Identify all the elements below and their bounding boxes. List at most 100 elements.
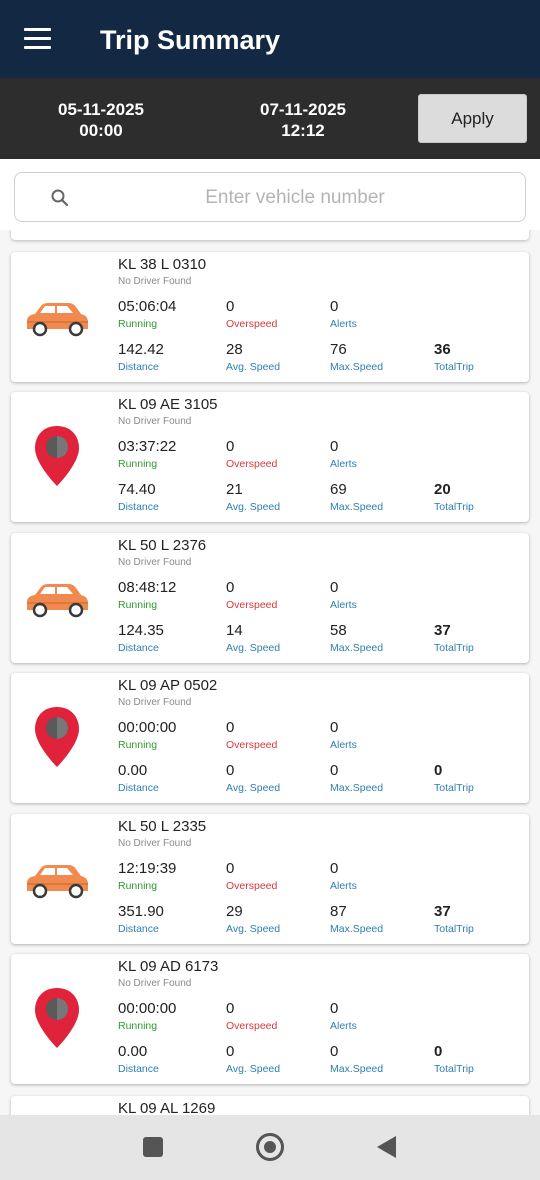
circle-home-icon[interactable] (256, 1133, 284, 1161)
total-trip-label: TotalTrip (434, 501, 474, 513)
total-trip-value: 20 (434, 481, 451, 498)
stat-max-speed: 0 Max.Speed (330, 762, 383, 795)
stat-max-speed: 69 Max.Speed (330, 481, 383, 514)
vehicle-card[interactable]: KL 50 L 2335 No Driver Found 12:19:39 Runni… (11, 814, 529, 944)
avg-speed-label: Avg. Speed (226, 361, 281, 373)
page-title: Trip Summary (100, 25, 281, 55)
vehicle-number: KL 09 AD 6173 (118, 958, 219, 975)
map-pin-icon (23, 703, 91, 771)
apply-button[interactable]: Apply (418, 94, 527, 143)
stat-distance: 124.35 Distance (118, 622, 164, 655)
stat-running: 08:48:12 Running (118, 579, 176, 612)
car-icon (23, 844, 91, 912)
map-pin-icon (35, 707, 79, 767)
stat-overspeed: 0 Overspeed (226, 298, 277, 331)
stat-avg-speed: 0 Avg. Speed (226, 1043, 280, 1076)
overspeed-label: Overspeed (226, 318, 278, 330)
vehicle-number: KL 50 L 2376 (118, 537, 207, 554)
avg-speed-value: 14 (226, 622, 243, 639)
overspeed-value: 0 (226, 579, 235, 596)
total-trip-label: TotalTrip (434, 782, 474, 794)
overspeed-label: Overspeed (226, 458, 278, 470)
stat-overspeed: 0 Overspeed (226, 1000, 277, 1033)
stat-total-trip: 0 TotalTrip (434, 1043, 474, 1076)
distance-value: 74.40 (118, 481, 156, 498)
total-trip-label: TotalTrip (434, 642, 474, 654)
distance-value: 142.42 (118, 341, 164, 358)
max-speed-value: 0 (330, 762, 339, 779)
vehicle-card[interactable]: KL 09 AD 6173 No Driver Found 00:00:00 Runn… (11, 954, 529, 1084)
distance-value: 351.90 (118, 903, 164, 920)
alerts-label: Alerts (330, 318, 357, 330)
stat-distance: 351.90 Distance (118, 903, 164, 936)
to-time: 12:12 (281, 121, 325, 140)
driver-name: No Driver Found (118, 416, 192, 427)
distance-label: Distance (118, 782, 159, 794)
overspeed-value: 0 (226, 438, 235, 455)
running-value: 08:48:12 (118, 579, 177, 596)
overspeed-value: 0 (226, 298, 235, 315)
distance-value: 0.00 (118, 762, 148, 779)
distance-label: Distance (118, 1063, 159, 1075)
avg-speed-label: Avg. Speed (226, 642, 281, 654)
running-label: Running (118, 599, 158, 611)
vehicle-card[interactable]: KL 09 AL 1269 (11, 1096, 529, 1115)
to-date-picker[interactable]: 07-11-2025 12:12 (238, 99, 368, 141)
stat-alerts: 0 Alerts (330, 860, 357, 893)
alerts-value: 0 (330, 298, 339, 315)
stat-total-trip: 37 TotalTrip (434, 903, 474, 936)
running-value: 12:19:39 (118, 860, 177, 877)
vehicle-number: KL 50 L 2335 (118, 818, 207, 835)
distance-value: 124.35 (118, 622, 164, 639)
overspeed-value: 0 (226, 860, 235, 877)
avg-speed-label: Avg. Speed (226, 501, 281, 513)
stat-max-speed: 76 Max.Speed (330, 341, 383, 374)
from-time: 00:00 (79, 121, 123, 140)
avg-speed-value: 0 (226, 1043, 235, 1060)
stat-alerts: 0 Alerts (330, 298, 357, 331)
map-pin-icon (35, 988, 79, 1048)
list-item[interactable] (11, 230, 529, 240)
vehicle-card[interactable]: KL 38 L 0310 No Driver Found 05:06:04 Runni… (11, 252, 529, 382)
map-pin-icon (35, 426, 79, 486)
vehicle-number: KL 38 L 0310 (118, 256, 207, 273)
avg-speed-value: 0 (226, 762, 235, 779)
to-date: 07-11-2025 (259, 100, 347, 119)
stat-running: 12:19:39 Running (118, 860, 176, 893)
total-trip-label: TotalTrip (434, 1063, 474, 1075)
alerts-value: 0 (330, 860, 339, 877)
stat-alerts: 0 Alerts (330, 1000, 357, 1033)
vehicle-card[interactable]: KL 50 L 2376 No Driver Found 08:48:12 Runni… (11, 533, 529, 663)
stat-total-trip: 37 TotalTrip (434, 622, 474, 655)
triangle-back-icon[interactable] (377, 1136, 396, 1158)
vehicle-card[interactable]: KL 09 AP 0502 No Driver Found 00:00:00 Runn… (11, 673, 529, 803)
alerts-value: 0 (330, 1000, 339, 1017)
stat-max-speed: 0 Max.Speed (330, 1043, 383, 1076)
running-label: Running (118, 739, 158, 751)
running-label: Running (118, 1020, 158, 1032)
vehicle-list[interactable]: KL 38 L 0310 No Driver Found 05:06:04 Runni… (0, 230, 540, 1115)
hamburger-menu-icon[interactable] (24, 28, 52, 50)
max-speed-value: 58 (330, 622, 347, 639)
vehicle-card[interactable]: KL 09 AE 3105 No Driver Found 03:37:22 Runn… (11, 392, 529, 522)
search-input[interactable] (85, 183, 505, 213)
max-speed-label: Max.Speed (330, 1063, 384, 1075)
alerts-label: Alerts (330, 739, 357, 751)
from-date-picker[interactable]: 05-11-2025 00:00 (36, 99, 166, 141)
driver-name: No Driver Found (118, 557, 192, 568)
stat-total-trip: 36 TotalTrip (434, 341, 474, 374)
system-nav-bar (0, 1115, 540, 1180)
max-speed-value: 69 (330, 481, 347, 498)
overspeed-label: Overspeed (226, 880, 278, 892)
overspeed-label: Overspeed (226, 599, 278, 611)
alerts-label: Alerts (330, 1020, 357, 1032)
max-speed-value: 87 (330, 903, 347, 920)
running-value: 00:00:00 (118, 1000, 177, 1017)
running-label: Running (118, 458, 158, 470)
search-box[interactable] (14, 172, 526, 222)
vehicle-number: KL 09 AE 3105 (118, 396, 218, 413)
running-value: 03:37:22 (118, 438, 177, 455)
square-recents-icon[interactable] (143, 1137, 163, 1157)
avg-speed-value: 21 (226, 481, 243, 498)
stat-running: 03:37:22 Running (118, 438, 176, 471)
